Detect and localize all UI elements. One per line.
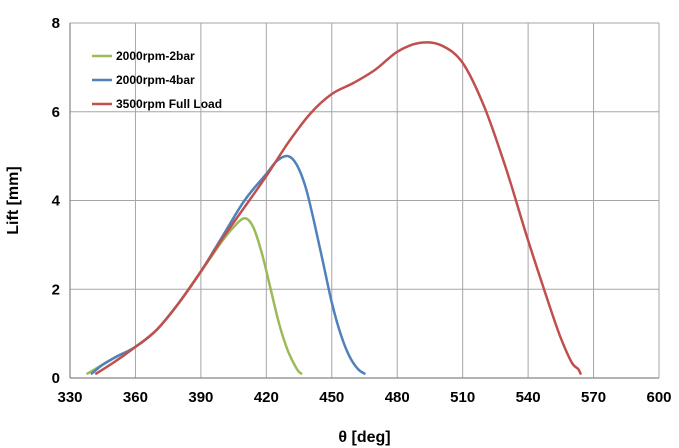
x-tick-label: 360: [123, 389, 148, 406]
x-tick-labels: 330 360 390 420 450 480 510 540 570 600: [57, 389, 671, 406]
series-line-3: [94, 41, 582, 375]
y-tick-label: 0: [52, 370, 60, 387]
grid-lines: [70, 22, 660, 378]
series-lines: [86, 41, 582, 375]
legend: 2000rpm-2bar 2000rpm-4bar 3500rpm Full Loa…: [92, 49, 222, 111]
y-tick-label: 2: [52, 281, 60, 298]
y-tick-label: 8: [52, 15, 60, 32]
axes: [69, 23, 659, 379]
legend-entry-label: 2000rpm-4bar: [116, 73, 195, 87]
x-tick-label: 480: [385, 389, 410, 406]
legend-entry-label: 2000rpm-2bar: [116, 49, 195, 63]
x-tick-label: 330: [57, 389, 82, 406]
legend-entry-label: 3500rpm Full Load: [116, 97, 222, 111]
x-tick-label: 570: [581, 389, 606, 406]
y-tick-labels: 0 2 4 6 8: [52, 15, 61, 387]
y-tick-label: 6: [52, 104, 60, 121]
x-tick-label: 600: [646, 389, 671, 406]
x-axis-label: θ [deg]: [338, 429, 390, 446]
x-tick-label: 510: [450, 389, 475, 406]
x-tick-label: 390: [188, 389, 213, 406]
y-tick-label: 4: [52, 193, 61, 210]
x-tick-label: 540: [516, 389, 541, 406]
x-tick-label: 420: [254, 389, 279, 406]
y-axis-label: Lift [mm]: [5, 166, 22, 234]
x-tick-label: 450: [319, 389, 344, 406]
